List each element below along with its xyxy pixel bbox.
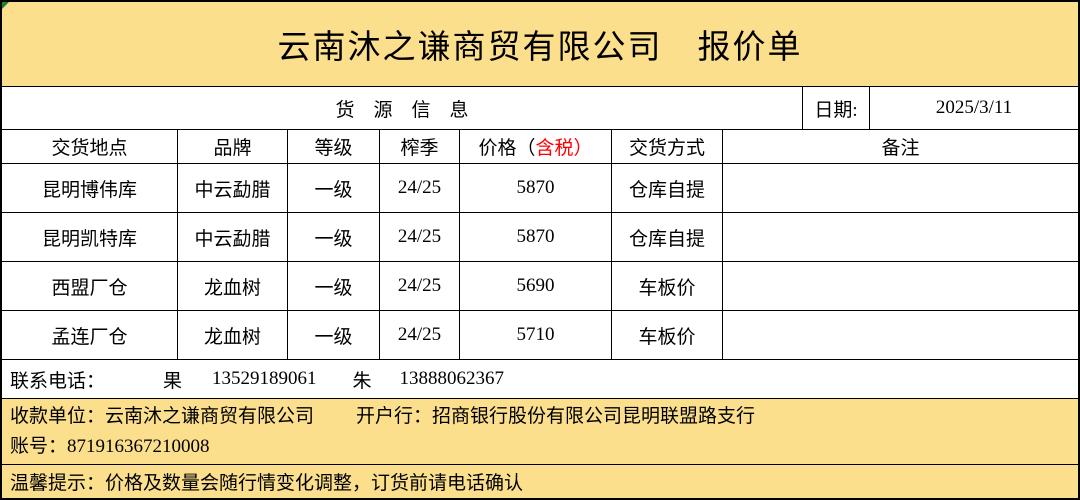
cell-location[interactable]: 孟连厂仓 [2,311,178,359]
cell-price[interactable]: 5870 [460,164,612,212]
column-header-season[interactable]: 榨季 [380,130,460,163]
table-header-row: 交货地点 品牌 等级 榨季 价格（ 含税） 交货方式 备注 [2,129,1078,163]
source-info-cell[interactable]: 货 源 信 息 [2,87,803,129]
cell-location[interactable]: 昆明博伟库 [2,164,178,212]
price-header-prefix: 价格（ [478,138,536,159]
cell-remark[interactable] [723,164,1078,212]
cell-grade[interactable]: 一级 [288,213,380,261]
cell-season[interactable]: 24/25 [380,311,460,359]
table-row: 昆明凯特库 中云勐腊 一级 24/25 5870 仓库自提 [2,212,1078,261]
date-value-cell[interactable]: 2025/3/11 [935,97,1013,118]
bank-line-1: 收款单位：云南沐之谦商贸有限公司 开户行：招商银行股份有限公司昆明联盟路支行 [10,402,1078,432]
payee-name: 收款单位：云南沐之谦商贸有限公司 [10,405,315,427]
cell-delivery[interactable]: 车板价 [612,311,723,359]
title-cell[interactable]: 云南沐之谦商贸有限公司 报价单 [2,2,1078,86]
column-header-grade[interactable]: 等级 [288,130,380,163]
page-title: 云南沐之谦商贸有限公司 报价单 [277,30,803,66]
cell-brand[interactable]: 中云勐腊 [178,164,288,212]
notice-cell[interactable]: 温馨提示：价格及数量会随行情变化调整，订货前请电话确认 [2,464,1078,498]
cell-location[interactable]: 西盟厂仓 [2,262,178,310]
table-row: 昆明博伟库 中云勐腊 一级 24/25 5870 仓库自提 [2,163,1078,212]
notice-text: 温馨提示：价格及数量会随行情变化调整，订货前请电话确认 [10,473,524,494]
cell-grade[interactable]: 一级 [288,164,380,212]
cell-remark[interactable] [723,213,1078,261]
cell-remark[interactable] [723,262,1078,310]
column-header-brand[interactable]: 品牌 [178,130,288,163]
cell-price[interactable]: 5690 [460,262,612,310]
cell-brand[interactable]: 龙血树 [178,311,288,359]
contact2-name: 朱 [352,370,372,392]
price-header-tax-included: 含税） [535,138,593,159]
column-header-delivery[interactable]: 交货方式 [612,130,723,163]
error-indicator-corner-icon [2,2,9,9]
cell-delivery[interactable]: 车板价 [612,262,723,310]
bank-line-2: 账号：871916367210008 [10,432,1078,462]
cell-grade[interactable]: 一级 [288,311,380,359]
bank-account: 账号：871916367210008 [10,435,210,457]
column-header-price[interactable]: 价格（ 含税） [460,130,612,163]
cell-brand[interactable]: 龙血树 [178,262,288,310]
cell-grade[interactable]: 一级 [288,262,380,310]
cell-brand[interactable]: 中云勐腊 [178,213,288,261]
cell-price[interactable]: 5710 [460,311,612,359]
cell-season[interactable]: 24/25 [380,262,460,310]
cell-location[interactable]: 昆明凯特库 [2,213,178,261]
column-header-location[interactable]: 交货地点 [2,130,178,163]
contact-label: 联系电话： [10,370,106,392]
bank-info-cell[interactable]: 收款单位：云南沐之谦商贸有限公司 开户行：招商银行股份有限公司昆明联盟路支行 账… [2,398,1078,464]
cell-season[interactable]: 24/25 [380,164,460,212]
table-row: 西盟厂仓 龙血树 一级 24/25 5690 车板价 [2,261,1078,310]
contact1-name: 果 [163,370,183,392]
table-row: 孟连厂仓 龙血树 一级 24/25 5710 车板价 [2,310,1078,359]
cell-remark[interactable] [723,311,1078,359]
cell-delivery[interactable]: 仓库自提 [612,164,723,212]
cell-season[interactable]: 24/25 [380,213,460,261]
contact2-phone: 13888062367 [399,368,505,389]
column-header-remark[interactable]: 备注 [881,138,920,159]
cell-delivery[interactable]: 仓库自提 [612,213,723,261]
contact-row[interactable]: 联系电话： 果 13529189061 朱 13888062367 [2,359,1078,398]
cell-price[interactable]: 5870 [460,213,612,261]
date-label-cell[interactable]: 日期: [803,87,870,129]
contact1-phone: 13529189061 [212,368,317,389]
info-row: 货 源 信 息 日期: 2025/3/11 [2,86,1078,129]
bank-branch: 开户行：招商银行股份有限公司昆明联盟路支行 [356,405,756,427]
